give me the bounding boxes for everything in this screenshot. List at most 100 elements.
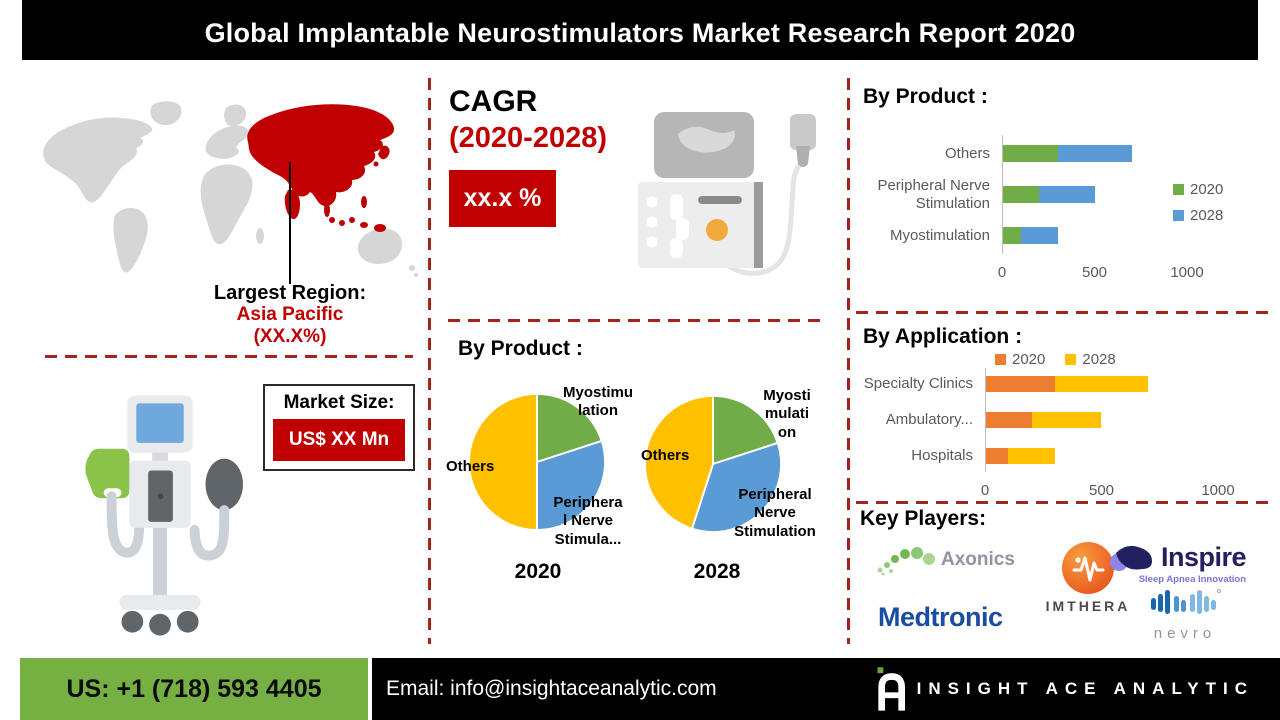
- nevro-wordmark: nevro: [1153, 625, 1217, 642]
- world-map: [43, 101, 418, 277]
- bar-row: Myostimulation: [858, 215, 1198, 256]
- brand-name: INSIGHT ACE ANALYTIC: [916, 679, 1254, 698]
- pie-2020-year: 2020: [514, 560, 562, 583]
- world-map-base-continents: [43, 101, 418, 277]
- bar-segment-2028: [1020, 227, 1058, 244]
- legend-item-2028: 2028: [1173, 207, 1223, 224]
- cagr-label: CAGR: [449, 85, 538, 118]
- bar-segment-2028: [1057, 145, 1132, 162]
- medtronic-logo: Medtronic: [878, 602, 1003, 633]
- application-bar-chart: Specialty Clinics Ambulatory... Hospitals 0…: [858, 366, 1238, 502]
- device-knob: [706, 219, 728, 241]
- neurostimulator-device-illustration: [638, 112, 816, 276]
- legend-swatch-2020: [1173, 184, 1184, 195]
- legend-item-2020: 2020: [995, 351, 1045, 368]
- cagr-value-badge: xx.x %: [449, 170, 556, 227]
- vertical-divider-1: [428, 78, 431, 644]
- footer-phone: US: +1 (718) 593 4405: [20, 658, 368, 720]
- bar-segment-2028: [1008, 448, 1055, 464]
- legend-item-2028: 2028: [1065, 351, 1116, 368]
- nevro-waveform-icon: [1151, 589, 1221, 614]
- imthera-logo: IMTHERA: [1032, 540, 1144, 614]
- footer-email: Email: info@insightaceanalytic.com: [386, 677, 717, 700]
- imthera-icon: [1062, 542, 1114, 594]
- bar-segment-2028: [1054, 376, 1149, 392]
- medical-robot-illustration: [85, 395, 244, 636]
- pie-2028-label-others: Others: [641, 447, 690, 464]
- bar-segment-2020: [985, 376, 1055, 392]
- pie-section-title: By Product :: [458, 337, 583, 360]
- application-chart-title: By Application :: [863, 325, 1023, 348]
- inspire-logo: Inspire Sleep Apnea Innovation: [1106, 542, 1247, 585]
- horizontal-divider-right-2: [856, 501, 1270, 504]
- legend-swatch-2028: [1065, 354, 1077, 365]
- inspire-cloud-icon: [1110, 545, 1152, 571]
- product-pie-2028: [643, 394, 783, 534]
- legend-label-2020: 2020: [1012, 351, 1046, 368]
- bar-segment-2028: [1031, 412, 1102, 428]
- largest-region-block: Largest Region: Asia Pacific (XX.X%): [185, 282, 395, 347]
- axonics-wordmark: Axonics: [941, 549, 1015, 570]
- pie-2028-label-myostimulation: Myosti mulati on: [763, 387, 811, 441]
- pie-2020-label-peripheral: Periphera l Nerve Stimula...: [553, 494, 623, 548]
- horizontal-divider-middle: [448, 319, 820, 322]
- legend-item-2020: 2020: [1173, 181, 1223, 198]
- bar-row: Specialty Clinics: [858, 366, 1238, 402]
- nevro-logo: nevro: [1148, 588, 1222, 642]
- bar-segment-2020: [985, 448, 1009, 464]
- vertical-divider-2: [847, 78, 850, 644]
- largest-region-name: Asia Pacific: [236, 304, 344, 326]
- pie-slice-myostimulation: [712, 394, 779, 465]
- robot-right-pad: [205, 458, 244, 511]
- bar-row: Hospitals: [858, 438, 1238, 474]
- legend-label-2028: 2028: [1082, 351, 1116, 368]
- bar-row: Ambulatory...: [858, 402, 1238, 438]
- pie-slice-peripheral-nerve-stimulation: [536, 439, 607, 532]
- pie-slice-myostimulation: [536, 392, 603, 463]
- product-pie-2020: [467, 392, 607, 532]
- pie-2028-label-peripheral: Peripheral Nerve Stimulation: [734, 486, 816, 540]
- map-pointer-line: [289, 162, 291, 284]
- market-size-value: US$ XX Mn: [273, 419, 405, 461]
- largest-region-label: Largest Region:: [213, 282, 367, 304]
- insight-ace-logo-icon: [877, 667, 905, 711]
- key-players-title: Key Players:: [860, 507, 987, 530]
- page-title: Global Implantable Neurostimulators Mark…: [204, 17, 1076, 48]
- largest-region-share: (XX.X%): [253, 325, 327, 347]
- bar-segment-2020: [1002, 145, 1058, 162]
- application-chart-legend: 2020 2028: [995, 351, 1116, 368]
- medtronic-wordmark: Medtronic: [878, 602, 1003, 632]
- pie-2020-label-myostimulation: Myostimu lation: [562, 384, 633, 420]
- legend-swatch-2028: [1173, 210, 1184, 221]
- footer-bar: Email: info@insightaceanalytic.com INSIG…: [372, 658, 1280, 720]
- bar-row: Peripheral Nerve Stimulation: [858, 174, 1198, 215]
- pie-slice-others: [467, 392, 538, 532]
- pie-2020-label-others: Others: [446, 458, 495, 475]
- bar-row: Others: [858, 133, 1198, 174]
- horizontal-divider-left: [45, 355, 413, 358]
- pie-2028-year: 2028: [693, 560, 741, 583]
- imthera-wordmark: IMTHERA: [1045, 598, 1131, 614]
- product-chart-legend: 2020 2028: [1173, 181, 1223, 224]
- market-size-label: Market Size:: [283, 392, 395, 413]
- header-bar: Global Implantable Neurostimulators Mark…: [22, 0, 1258, 60]
- device-probe: [790, 114, 816, 150]
- bar-segment-2020: [1002, 227, 1021, 244]
- robot-screen: [136, 403, 184, 443]
- horizontal-divider-right-1: [856, 311, 1270, 314]
- legend-label-2020: 2020: [1190, 181, 1224, 198]
- cagr-period: (2020-2028): [449, 122, 607, 154]
- axonics-logo: Axonics: [875, 543, 1015, 577]
- legend-swatch-2020: [995, 354, 1006, 365]
- inspire-wordmark: Inspire: [1161, 542, 1247, 572]
- inspire-tagline: Sleep Apnea Innovation: [1138, 574, 1247, 585]
- bar-segment-2028: [1039, 186, 1095, 203]
- market-size-box: Market Size: US$ XX Mn: [263, 384, 415, 471]
- product-bar-chart: Others Peripheral Nerve Stimulation Myosti…: [858, 133, 1204, 284]
- asia-region-highlight: [247, 104, 395, 232]
- footer-brand: INSIGHT ACE ANALYTIC: [875, 666, 1280, 712]
- pie-slice-peripheral-nerve-stimulation: [690, 441, 783, 534]
- bar-segment-2020: [985, 412, 1032, 428]
- legend-label-2028: 2028: [1190, 207, 1224, 224]
